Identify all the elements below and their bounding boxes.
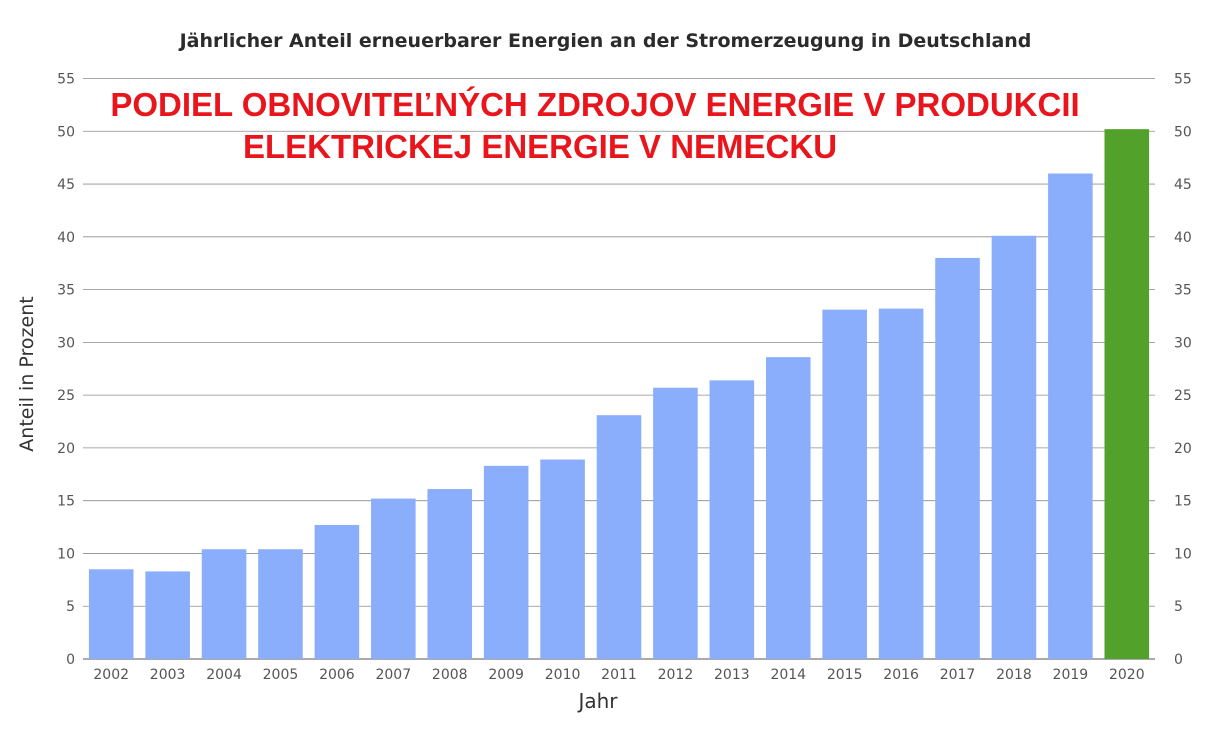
y-tick-label-right: 0 <box>1174 652 1183 668</box>
y-tick-label-right: 40 <box>1174 230 1192 246</box>
bar-2014 <box>765 357 811 659</box>
bar-2012 <box>653 387 698 659</box>
y-tick-label-left: 25 <box>57 388 75 404</box>
y-tick-label-left: 45 <box>57 177 75 193</box>
y-tick-label-left: 20 <box>57 441 75 457</box>
bar-2019 <box>1048 173 1093 659</box>
bar-2005 <box>258 549 303 659</box>
y-tick-label-left: 40 <box>57 230 75 246</box>
x-tick-label: 2014 <box>770 667 806 683</box>
y-tick-label-right: 15 <box>1174 494 1192 510</box>
y-tick-label-right: 55 <box>1174 72 1192 88</box>
y-tick-label-left: 35 <box>57 283 75 299</box>
y-tick-label-right: 5 <box>1174 599 1183 615</box>
x-tick-label: 2008 <box>432 667 468 683</box>
x-tick-label: 2018 <box>996 667 1032 683</box>
chart-title: Jährlicher Anteil erneuerbarer Energien … <box>179 30 1032 52</box>
y-axis-title: Anteil in Prozent <box>16 296 38 451</box>
bar-2017 <box>935 257 980 659</box>
x-tick-label: 2003 <box>150 667 186 683</box>
x-tick-label: 2005 <box>263 667 299 683</box>
overlay-title-line-2: ELEKTRICKEJ ENERGIE V NEMECKU <box>242 128 838 165</box>
bar-2007 <box>371 498 416 659</box>
y-tick-label-left: 0 <box>66 652 75 668</box>
bar-2003 <box>145 571 190 659</box>
y-tick-label-left: 10 <box>57 546 75 562</box>
x-tick-label: 2013 <box>714 667 750 683</box>
bar-layer <box>88 129 1150 660</box>
y-tick-label-right: 30 <box>1174 335 1192 351</box>
y-tick-label-left: 15 <box>57 494 75 510</box>
bar-2020 <box>1104 129 1150 660</box>
x-axis-title: Jahr <box>576 689 618 713</box>
bar-2006 <box>314 524 360 659</box>
x-tick-label: 2009 <box>488 667 524 683</box>
bar-2011 <box>596 415 642 659</box>
overlay-title-line-1: PODIEL OBNOVITEĽNÝCH ZDROJOV ENERGIE V P… <box>110 86 1080 123</box>
y-tick-label-right: 25 <box>1174 388 1192 404</box>
bar-2010 <box>540 459 585 659</box>
x-tick-label: 2011 <box>601 667 637 683</box>
x-tick-label: 2017 <box>940 667 976 683</box>
y-tick-label-left: 55 <box>57 72 75 88</box>
x-tick-label: 2016 <box>883 667 919 683</box>
y-tick-label-right: 35 <box>1174 283 1192 299</box>
bar-2013 <box>709 380 755 659</box>
x-tick-label: 2006 <box>319 667 355 683</box>
x-tick-label: 2002 <box>93 667 129 683</box>
x-tick-label: 2010 <box>545 667 581 683</box>
y-tick-label-right: 50 <box>1174 124 1192 140</box>
x-tick-label: 2020 <box>1109 667 1145 683</box>
bar-2009 <box>483 465 529 659</box>
x-tick-label: 2012 <box>658 667 694 683</box>
bar-2018 <box>991 235 1037 659</box>
x-tick-label: 2015 <box>827 667 863 683</box>
x-tick-label: 2019 <box>1053 667 1089 683</box>
y-tick-label-right: 10 <box>1174 546 1192 562</box>
x-tick-label: 2007 <box>375 667 411 683</box>
bar-2002 <box>88 569 134 659</box>
bar-2015 <box>822 309 867 659</box>
y-tick-label-right: 45 <box>1174 177 1192 193</box>
y-tick-label-right: 20 <box>1174 441 1192 457</box>
x-tick-label: 2004 <box>206 667 242 683</box>
bar-2016 <box>878 308 924 659</box>
y-tick-label-left: 50 <box>57 124 75 140</box>
bar-2008 <box>427 489 473 659</box>
y-tick-label-left: 30 <box>57 335 75 351</box>
bar-2004 <box>201 549 247 659</box>
y-tick-label-left: 5 <box>66 599 75 615</box>
